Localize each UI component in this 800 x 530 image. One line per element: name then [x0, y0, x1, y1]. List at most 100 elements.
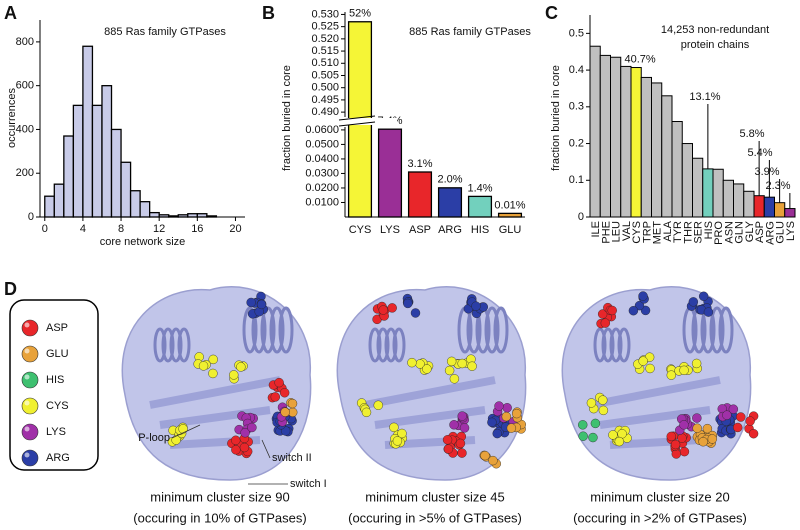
legend-highlight [24, 374, 30, 380]
break-mark [338, 115, 376, 121]
atom-sphere [198, 361, 209, 371]
atom-sphere [449, 374, 460, 384]
atom-sphere [247, 422, 257, 433]
helix-turn [161, 327, 175, 363]
bar [763, 196, 775, 218]
helix-turn [278, 306, 294, 354]
bar [702, 168, 714, 218]
atom-sphere [444, 365, 455, 376]
atom-sphere [607, 305, 617, 316]
axis-break [337, 118, 397, 125]
bar [110, 128, 122, 218]
atom-sphere [231, 435, 241, 445]
legend-label: GLU [46, 348, 69, 360]
atom-sphere [387, 303, 397, 313]
bar [53, 183, 65, 218]
helix-turn [493, 306, 509, 354]
y-axis-label: fraction buried in core [281, 65, 293, 171]
atom-sphere [748, 429, 759, 439]
helix-turn [601, 327, 615, 363]
atom-sphere [645, 363, 655, 374]
bar [743, 190, 755, 218]
x-tick-label: PHE [600, 221, 612, 244]
x-tick-label: HIS [471, 224, 489, 236]
bar [467, 195, 493, 218]
x-tick-label: SER [693, 221, 705, 244]
y-tick-label: 0.515 [311, 45, 339, 57]
protein-structure [561, 286, 759, 481]
bar [139, 201, 151, 218]
helix-turn [593, 327, 607, 363]
structure-label: P-loop [138, 432, 170, 444]
x-tick-label: GLU [775, 221, 787, 244]
atom-sphere [270, 392, 280, 402]
x-tick-label: VAL [621, 221, 633, 241]
atom-sphere [736, 412, 746, 422]
atom-sphere [494, 401, 504, 411]
structure-caption: minimum cluster size 20 [590, 489, 729, 504]
y-tick-label: 0.0300 [305, 167, 339, 179]
y-tick-label: 0.530 [311, 8, 339, 20]
helix-turn [376, 327, 390, 363]
bar [661, 95, 673, 218]
bar [72, 104, 84, 218]
x-tick-label: TYR [672, 221, 684, 243]
legend-swatch [21, 423, 39, 441]
x-tick-label: CYS [349, 224, 372, 236]
helix-turn [392, 327, 406, 363]
y-tick-label: 0.525 [311, 21, 339, 33]
bar [753, 195, 765, 218]
bar [733, 183, 745, 218]
y-tick-label: 0.510 [311, 57, 339, 69]
legend-highlight [24, 426, 30, 432]
atom-sphere [638, 291, 648, 301]
y-axis-label: fraction buried in core [550, 65, 562, 171]
x-tick-label: ILE [590, 221, 602, 238]
x-tick-label: GLU [499, 224, 522, 236]
beta-strand [159, 406, 271, 429]
atom-sphere [410, 308, 421, 318]
atom-sphere [487, 417, 497, 428]
atom-sphere [666, 370, 677, 380]
annotation: 885 Ras family GTPases [104, 26, 226, 38]
x-tick-label: LEU [611, 221, 623, 242]
beta-strand [374, 406, 486, 429]
bar [692, 157, 704, 218]
atom-sphere [598, 395, 608, 405]
atom-sphere [378, 305, 388, 315]
helix-turn [384, 327, 398, 363]
legend-label: LYS [46, 426, 66, 438]
value-label: 5.8% [739, 128, 764, 140]
structure-caption: minimum cluster size 90 [150, 489, 289, 504]
atom-sphere [171, 435, 181, 445]
bar [149, 211, 160, 218]
x-axis-label: core network size [100, 236, 186, 248]
value-label: 13.1% [689, 91, 720, 103]
atom-sphere [733, 422, 743, 433]
x-tick-label: ARG [438, 224, 462, 236]
atom-sphere [501, 411, 512, 422]
atom-sphere [614, 436, 624, 447]
atom-sphere [442, 435, 453, 445]
atom-sphere [722, 410, 732, 420]
y-tick-label: 400 [16, 123, 34, 135]
helix-turn [177, 327, 191, 363]
atom-sphere [455, 438, 466, 449]
helix-turn [260, 306, 276, 354]
atom-sphere [361, 407, 372, 418]
x-tick-label: MET [652, 221, 664, 245]
x-tick-label: 12 [153, 223, 165, 235]
atom-sphere [688, 297, 699, 307]
y-tick-label: 200 [16, 167, 34, 179]
legend-highlight [24, 322, 30, 328]
atom-sphere [403, 298, 413, 309]
y-tick-label: 0 [28, 211, 34, 223]
panel-label: D [4, 279, 17, 299]
value-label: 5.4% [747, 147, 772, 159]
helix-turn [269, 306, 285, 354]
bar [651, 82, 663, 218]
atom-sphere [446, 356, 457, 367]
atom-sphere [373, 400, 383, 410]
atom-sphere [457, 411, 467, 421]
